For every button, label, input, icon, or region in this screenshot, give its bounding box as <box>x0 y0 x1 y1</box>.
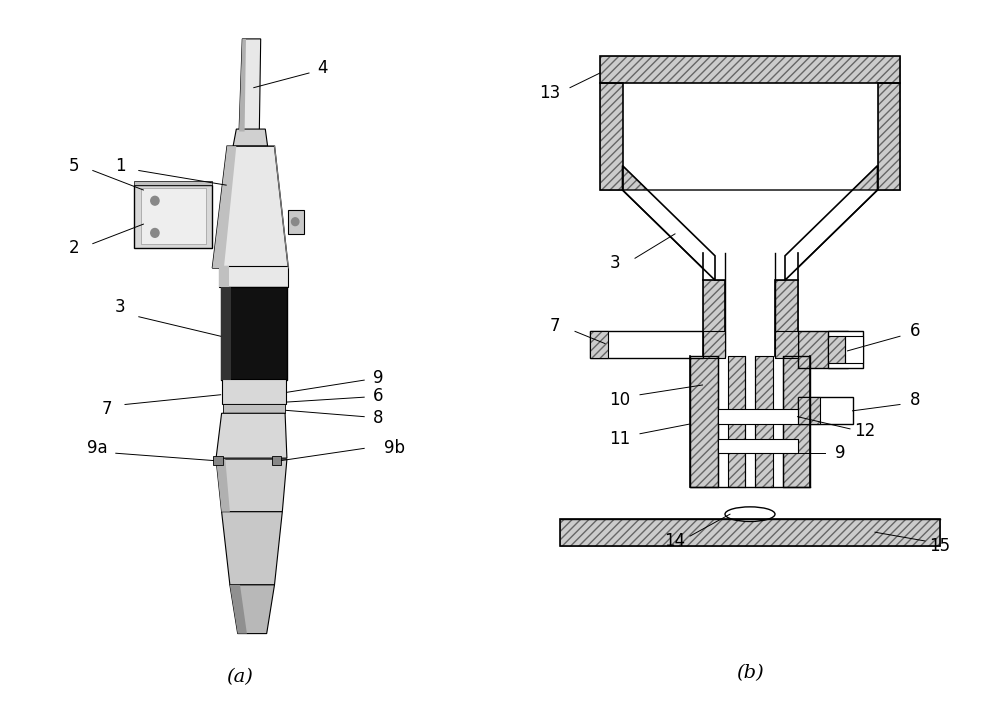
Circle shape <box>292 218 299 226</box>
Text: 9: 9 <box>373 369 383 387</box>
Ellipse shape <box>725 507 775 521</box>
Text: 13: 13 <box>539 83 561 102</box>
Text: 10: 10 <box>609 391 631 409</box>
Text: 15: 15 <box>929 537 951 555</box>
Bar <box>221 287 287 380</box>
Polygon shape <box>622 166 715 280</box>
Bar <box>702 280 725 356</box>
Polygon shape <box>216 459 287 512</box>
Bar <box>775 331 798 358</box>
Bar <box>728 356 745 487</box>
Bar <box>590 331 608 358</box>
Polygon shape <box>239 39 246 131</box>
Text: 8: 8 <box>910 391 920 409</box>
Bar <box>600 83 622 190</box>
Bar <box>845 336 862 363</box>
Bar <box>702 256 798 280</box>
Bar <box>828 331 862 368</box>
Text: 7: 7 <box>101 400 112 418</box>
Bar <box>213 456 223 465</box>
Polygon shape <box>216 459 230 512</box>
Bar <box>272 456 281 465</box>
Bar <box>878 83 900 190</box>
Text: 3: 3 <box>115 298 126 316</box>
Text: 3: 3 <box>610 254 620 272</box>
Bar <box>600 83 622 190</box>
Bar <box>690 356 718 487</box>
Polygon shape <box>622 190 878 280</box>
Polygon shape <box>239 39 261 131</box>
Bar <box>828 336 845 363</box>
Polygon shape <box>785 166 878 280</box>
Text: 12: 12 <box>854 423 876 440</box>
Bar <box>782 356 810 487</box>
Bar <box>798 397 820 424</box>
Text: 9: 9 <box>835 444 845 462</box>
Bar <box>798 331 848 368</box>
Bar <box>828 336 845 363</box>
Text: 2: 2 <box>69 240 80 258</box>
Polygon shape <box>212 146 288 268</box>
Text: (a): (a) <box>227 669 253 687</box>
Text: 7: 7 <box>550 317 560 335</box>
Bar <box>718 439 798 453</box>
Polygon shape <box>221 287 231 380</box>
Bar <box>590 331 608 358</box>
Bar <box>798 397 852 424</box>
Bar <box>600 56 900 83</box>
Polygon shape <box>230 585 275 634</box>
Polygon shape <box>230 585 247 634</box>
Text: (b): (b) <box>736 664 764 682</box>
Bar <box>560 519 940 546</box>
Circle shape <box>151 196 159 205</box>
Bar <box>728 356 745 487</box>
Text: 1: 1 <box>115 157 126 175</box>
Bar <box>622 83 878 166</box>
Bar <box>775 331 798 358</box>
Text: 9b: 9b <box>384 439 405 457</box>
Bar <box>755 356 772 487</box>
Bar <box>782 356 810 487</box>
Bar <box>775 280 798 356</box>
Bar <box>725 253 775 356</box>
Bar <box>219 266 288 287</box>
Polygon shape <box>216 413 287 458</box>
Bar <box>718 409 798 424</box>
Text: 14: 14 <box>664 532 686 550</box>
Bar <box>560 519 940 546</box>
Polygon shape <box>219 266 229 287</box>
Bar <box>600 56 900 83</box>
Text: 4: 4 <box>318 59 328 77</box>
Polygon shape <box>222 512 282 585</box>
Bar <box>878 83 900 190</box>
Bar <box>745 356 755 487</box>
Bar <box>222 379 286 404</box>
Bar <box>141 187 206 244</box>
Bar <box>702 280 725 356</box>
Text: 6: 6 <box>373 387 383 404</box>
Text: 8: 8 <box>373 409 383 427</box>
Circle shape <box>151 229 159 237</box>
Bar <box>702 331 725 358</box>
Bar <box>690 356 718 487</box>
Bar <box>755 356 772 487</box>
Bar <box>288 210 304 234</box>
Polygon shape <box>212 146 236 268</box>
Bar <box>134 185 212 248</box>
Polygon shape <box>233 129 268 146</box>
Bar <box>590 331 702 358</box>
Bar <box>702 331 725 358</box>
Bar <box>223 404 285 413</box>
Polygon shape <box>134 182 212 185</box>
Bar <box>798 397 820 424</box>
Text: 6: 6 <box>910 322 920 340</box>
Text: 9a: 9a <box>87 439 108 457</box>
Bar <box>798 331 848 368</box>
Text: 5: 5 <box>69 157 80 175</box>
Text: 11: 11 <box>609 430 631 448</box>
Bar <box>775 280 798 356</box>
